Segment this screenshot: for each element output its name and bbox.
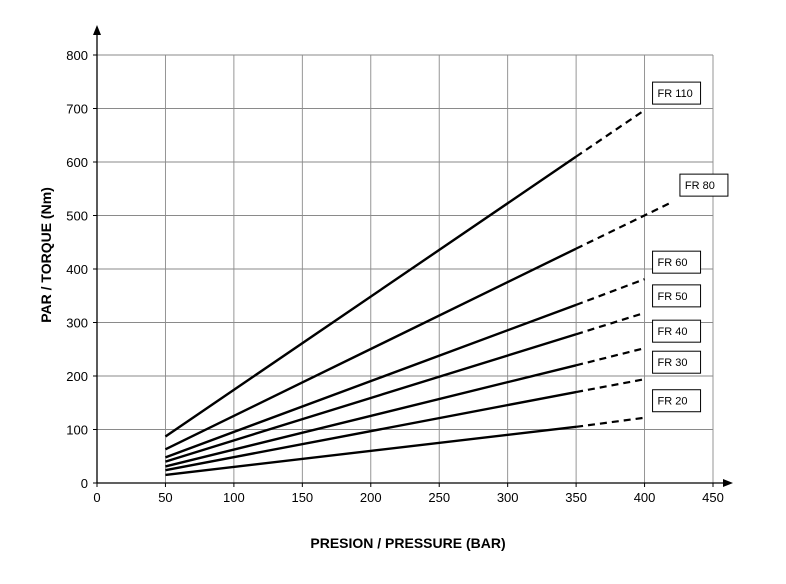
series-label-frame [652,250,702,274]
series-line-solid [165,425,577,477]
x-tick-label: 0 [93,490,100,505]
series-label-frame [652,81,702,105]
series-line-dashed [575,378,645,394]
x-tick-label: 300 [497,490,519,505]
series-label-box: FR 50 [652,284,702,308]
series-line-dashed [575,311,645,336]
grid [97,54,714,483]
y-tick-label: 100 [66,423,88,438]
series-labels: FR 110 FR 80 FR 60 FR 50 FR 40 FR 30 FR 20 [652,81,729,413]
series-line-dashed [575,278,645,306]
series-line-dashed [575,201,673,250]
y-tick-label: 300 [66,316,88,331]
series-line-solid [165,364,577,468]
x-tick-label: 400 [634,490,656,505]
axes: 0 50 100 150 200 250 300 350 400 450 0 100 200 300 400… [66,25,733,505]
x-tick-label: 450 [702,490,724,505]
series-label-box: FR 60 [652,250,702,274]
series-label-box: FR 20 [652,389,702,413]
series-label-text: FR 50 [658,291,688,303]
series-line-dashed [575,416,645,428]
y-tick-label: 700 [66,102,88,117]
series-label-box: FR 110 [652,81,702,105]
series-label-text: FR 80 [685,180,715,192]
y-axis-arrow [93,25,101,35]
y-tick-label: 400 [66,262,88,277]
series-label-frame [652,284,702,308]
x-axis-arrow [723,479,733,487]
series-label-text: FR 20 [658,396,688,408]
series-label-text: FR 110 [658,88,693,100]
series-line-solid [165,390,577,472]
y-tick-label: 500 [66,209,88,224]
series-label-text: FR 30 [658,357,688,369]
series-line-solid [164,155,577,438]
series-label-text: FR 60 [658,257,688,269]
series-label-text: FR 40 [658,326,688,338]
series-label-frame [679,173,729,197]
series-label-box: FR 40 [652,319,702,343]
x-axis-title: PRESION / PRESSURE (BAR) [310,535,505,551]
series-line-solid [165,333,577,463]
series-label-frame [652,350,702,374]
series-label-box: FR 80 [679,173,729,197]
series-line-solid [165,303,577,459]
series-label-frame [652,389,702,413]
y-axis-title: PAR / TORQUE (Nm) [38,187,54,323]
series-label-frame [652,319,702,343]
x-tick-label: 350 [565,490,587,505]
series-line-dashed [575,109,646,158]
y-tick-label: 200 [66,369,88,384]
x-tick-label: 100 [223,490,245,505]
series-label-box: FR 30 [652,350,702,374]
series-line-dashed [575,347,645,367]
y-tick-label: 800 [66,48,88,63]
y-tick-label: 600 [66,155,88,170]
x-tick-label: 150 [291,490,313,505]
x-tick-label: 200 [360,490,382,505]
series-line-solid [164,247,577,451]
x-tick-label: 50 [158,490,172,505]
x-tick-label: 250 [428,490,450,505]
y-tick-label: 0 [81,476,88,491]
series-lines [164,109,673,477]
